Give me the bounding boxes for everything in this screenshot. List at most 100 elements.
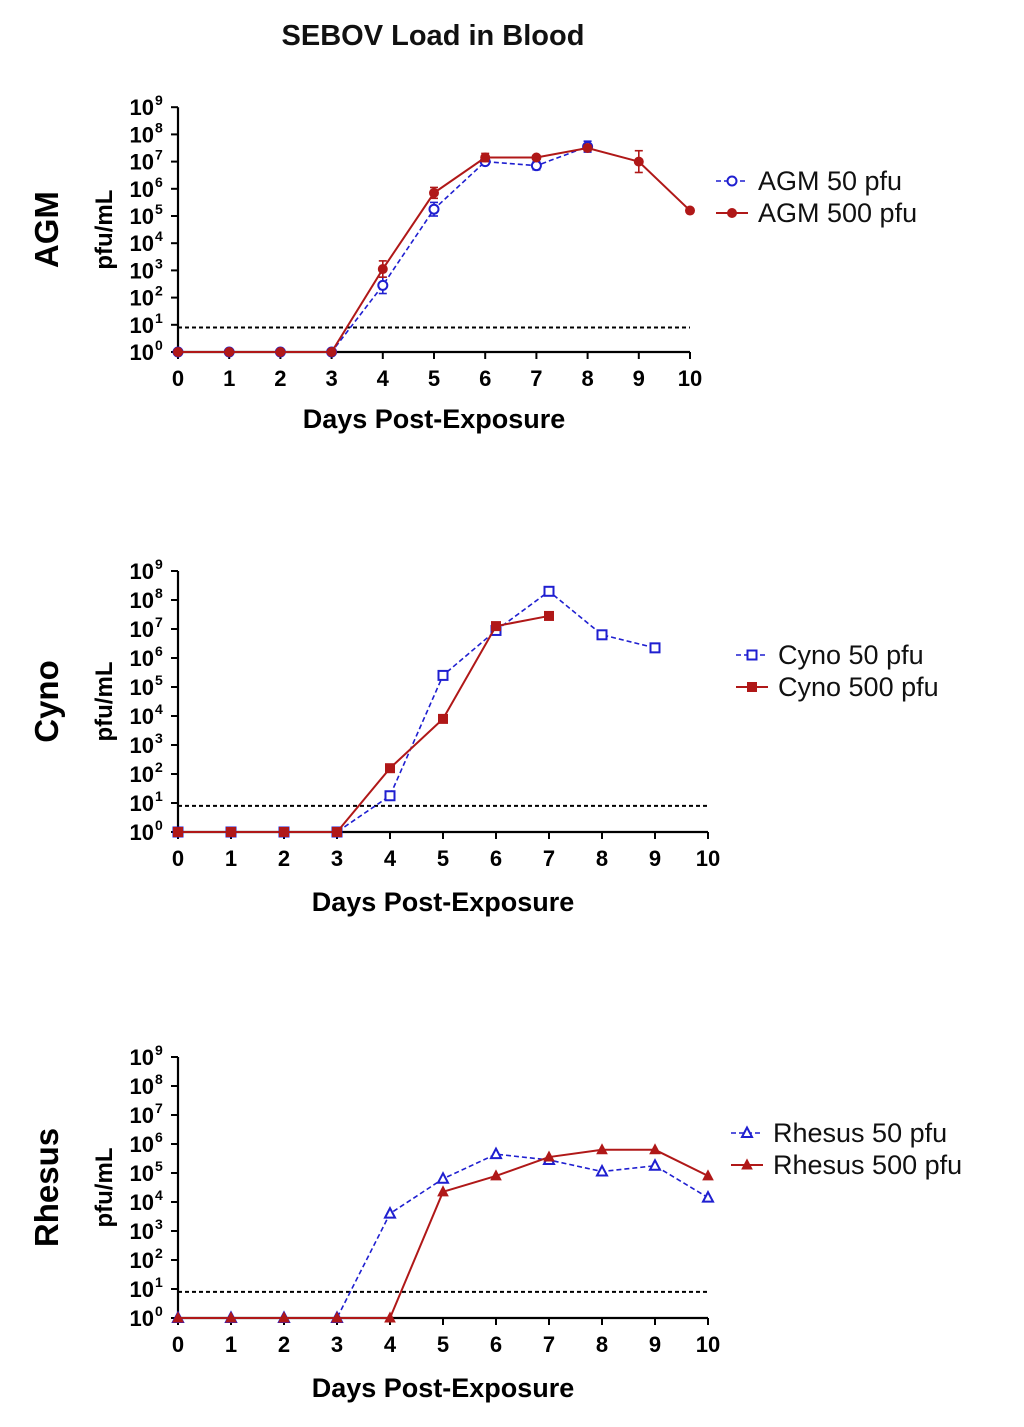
x-tick-label: 7 bbox=[530, 366, 542, 391]
x-tick-label: 3 bbox=[331, 846, 343, 871]
legend-item: AGM 500 pfu bbox=[716, 198, 917, 228]
legend-label: Rhesus 50 pfu bbox=[773, 1118, 947, 1148]
data-point bbox=[436, 1171, 450, 1184]
y-tick-label: 10 bbox=[130, 313, 154, 338]
y-tick-label: 10 bbox=[130, 733, 154, 758]
x-tick-label: 4 bbox=[384, 1332, 397, 1357]
data-point bbox=[226, 827, 236, 837]
y-tick-exponent: 2 bbox=[155, 1245, 163, 1261]
y-tick-exponent: 9 bbox=[155, 556, 163, 572]
y-tick-label: 10 bbox=[130, 559, 154, 584]
x-tick-label: 10 bbox=[678, 366, 702, 391]
data-point bbox=[278, 1311, 290, 1323]
y-tick-label: 10 bbox=[130, 1045, 154, 1070]
x-tick-label: 1 bbox=[223, 366, 235, 391]
x-axis-label: Days Post-Exposure bbox=[312, 887, 575, 917]
y-tick-label: 10 bbox=[130, 177, 154, 202]
y-tick-label: 10 bbox=[130, 617, 154, 642]
data-point bbox=[437, 669, 449, 681]
y-tick-label: 10 bbox=[130, 675, 154, 700]
x-tick-label: 6 bbox=[490, 1332, 502, 1357]
y-tick-label: 10 bbox=[130, 588, 154, 613]
x-tick-label: 7 bbox=[543, 1332, 555, 1357]
y-tick-label: 10 bbox=[130, 286, 154, 311]
x-tick-label: 1 bbox=[225, 846, 237, 871]
x-tick-label: 3 bbox=[331, 1332, 343, 1357]
legend-marker bbox=[741, 1158, 753, 1170]
series-line bbox=[178, 146, 691, 353]
legend-label: AGM 50 pfu bbox=[758, 166, 902, 196]
series-agm-50-pfu bbox=[172, 140, 594, 358]
y-tick-exponent: 6 bbox=[155, 643, 163, 659]
y-tick-label: 10 bbox=[130, 1277, 154, 1302]
y-tick-exponent: 5 bbox=[155, 672, 163, 688]
y-tick-exponent: 4 bbox=[155, 701, 163, 717]
x-tick-label: 3 bbox=[325, 366, 337, 391]
data-point bbox=[173, 827, 183, 837]
x-tick-label: 8 bbox=[596, 846, 608, 871]
legend-label: Rhesus 500 pfu bbox=[773, 1150, 962, 1180]
y-tick-exponent: 5 bbox=[155, 201, 163, 217]
y-tick-exponent: 0 bbox=[155, 1303, 163, 1319]
y-tick-label: 10 bbox=[130, 1161, 154, 1186]
data-point bbox=[595, 1163, 609, 1177]
y-tick-exponent: 6 bbox=[155, 1129, 163, 1145]
data-point bbox=[543, 1150, 555, 1162]
legend-marker bbox=[726, 175, 738, 187]
legend-item: AGM 50 pfu bbox=[716, 166, 902, 196]
data-point bbox=[543, 585, 555, 597]
y-tick-exponent: 1 bbox=[155, 1274, 163, 1290]
y-tick-exponent: 2 bbox=[155, 759, 163, 775]
y-tick-exponent: 7 bbox=[155, 614, 163, 630]
data-point bbox=[326, 347, 337, 357]
data-point bbox=[377, 279, 389, 291]
x-tick-label: 4 bbox=[384, 846, 397, 871]
y-tick-exponent: 7 bbox=[155, 1100, 163, 1116]
x-tick-label: 0 bbox=[172, 1332, 184, 1357]
x-tick-label: 8 bbox=[581, 366, 593, 391]
x-tick-label: 9 bbox=[633, 366, 645, 391]
legend-item: Rhesus 50 pfu bbox=[731, 1118, 947, 1148]
data-point bbox=[385, 763, 395, 774]
data-point bbox=[649, 642, 661, 654]
x-tick-label: 9 bbox=[649, 1332, 661, 1357]
x-tick-label: 10 bbox=[696, 846, 720, 871]
y-tick-exponent: 6 bbox=[155, 174, 163, 190]
data-point bbox=[332, 827, 342, 837]
data-point bbox=[649, 1143, 661, 1155]
x-axis-label: Days Post-Exposure bbox=[312, 1373, 575, 1403]
data-point bbox=[225, 1311, 237, 1323]
data-point bbox=[701, 1190, 715, 1203]
data-point bbox=[490, 1169, 502, 1181]
data-point bbox=[702, 1169, 714, 1181]
y-tick-label: 10 bbox=[130, 340, 154, 365]
data-point bbox=[173, 347, 183, 357]
y-tick-exponent: 3 bbox=[155, 1216, 163, 1232]
data-point bbox=[383, 1205, 397, 1219]
data-point bbox=[685, 205, 695, 216]
data-point bbox=[429, 187, 439, 198]
x-tick-label: 7 bbox=[543, 846, 555, 871]
chart-title: SEBOV Load in Blood bbox=[281, 20, 585, 52]
y-tick-label: 10 bbox=[130, 95, 154, 120]
y-tick-label: 10 bbox=[130, 646, 154, 671]
x-tick-label: 9 bbox=[649, 846, 661, 871]
x-tick-label: 1 bbox=[225, 1332, 237, 1357]
y-tick-exponent: 9 bbox=[155, 1042, 163, 1058]
series-rhesus-50-pfu bbox=[171, 1146, 715, 1323]
y-tick-exponent: 0 bbox=[155, 817, 163, 833]
data-point bbox=[582, 143, 593, 153]
data-point bbox=[491, 621, 501, 632]
y-tick-exponent: 0 bbox=[155, 337, 163, 353]
x-tick-label: 10 bbox=[696, 1332, 720, 1357]
y-tick-label: 10 bbox=[130, 150, 154, 175]
y-tick-exponent: 8 bbox=[155, 119, 163, 135]
y-tick-exponent: 2 bbox=[155, 283, 163, 299]
y-tick-exponent: 3 bbox=[155, 255, 163, 271]
panel-label: AGM bbox=[28, 191, 65, 268]
series-cyno-50-pfu bbox=[172, 585, 661, 838]
legend-marker bbox=[727, 208, 737, 218]
